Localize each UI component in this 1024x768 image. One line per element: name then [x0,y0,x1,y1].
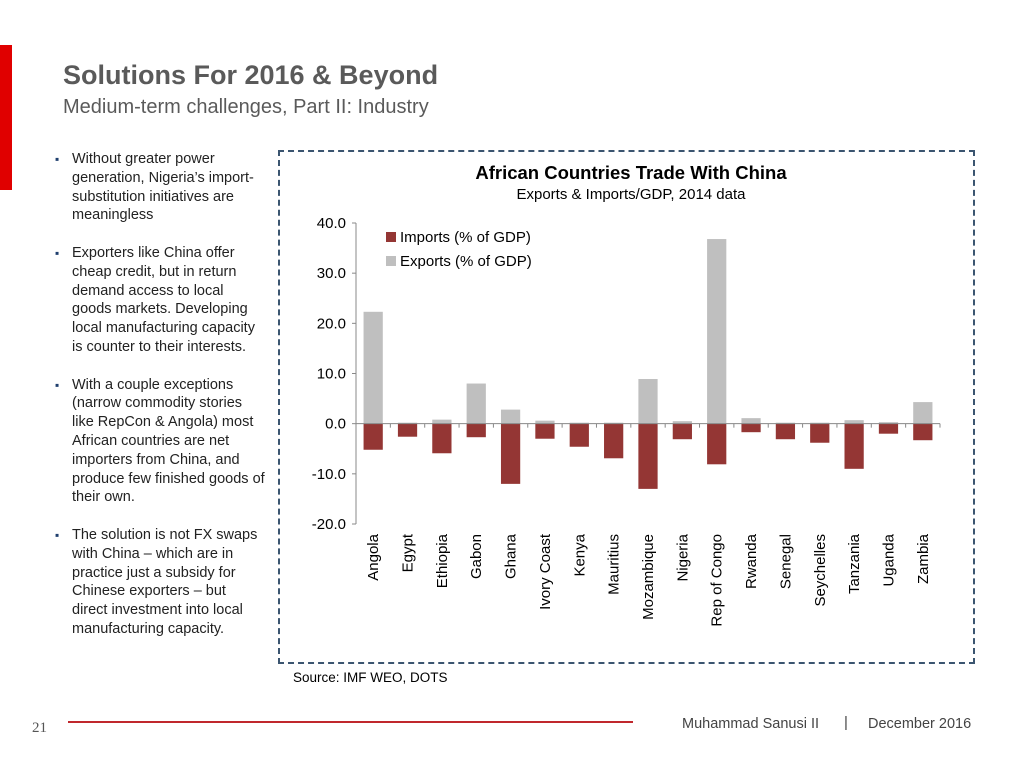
bullet-item: With a couple exceptions (narrow commodi… [55,376,265,508]
imports-bar [466,423,486,438]
exports-bar [397,422,418,424]
footer-date: December 2016 [868,716,972,732]
imports-bar [913,423,933,441]
exports-bar [569,422,589,424]
x-tick-label: Zambia [915,533,932,584]
chart-source: Source: IMF WEO, DOTS [293,670,448,685]
exports-bar [638,379,658,424]
x-tick-label: Rwanda [743,533,760,589]
exports-bar [432,419,452,424]
imports-bar [363,423,383,450]
x-tick-label: Uganda [880,533,897,586]
imports-bar [707,423,727,465]
trade-bar-chart: -20.0 -10.0 0.0 10.0 20.0 30.0 40.0 Angola Egypt… [312,215,941,627]
red-accent-bar [0,45,12,190]
imports-bar [638,423,658,489]
x-tick-label: Egypt [400,533,417,572]
imports-bar [878,423,899,434]
imports-bar [844,423,864,469]
chart-subtitle: Exports & Imports/GDP, 2014 data [516,186,746,203]
y-tick-label: 0.0 [325,416,346,433]
bullet-item: The solution is not FX swaps with China … [55,526,265,639]
exports-bar [535,420,555,424]
exports-bar [878,422,899,424]
x-tick-label: Ivory Coast [537,533,554,610]
legend-swatch [386,232,396,242]
x-tick-label: Gabon [468,534,485,579]
footer-separator: | [844,714,848,731]
chart-title: African Countries Trade With China [475,162,787,183]
imports-bar [775,423,796,440]
bullet-item: Exporters like China offer cheap credit,… [55,244,265,357]
y-tick-label: 40.0 [317,215,346,232]
exports-bar [672,421,692,424]
exports-bar [775,422,796,424]
x-tick-label: Senegal [777,534,794,589]
imports-bar [397,423,418,437]
slide-subtitle: Medium-term challenges, Part II: Industr… [63,96,429,118]
x-tick-label: Kenya [571,533,588,576]
footer-author: Muhammad Sanusi II [682,716,820,732]
y-tick-label: 10.0 [317,366,346,383]
footer-divider [68,721,633,723]
legend-swatch [386,256,396,266]
exports-bar [913,402,933,424]
x-tick-label: Angola [365,533,382,580]
x-tick-label: Mauritius [606,534,623,595]
x-tick-label: Nigeria [674,533,691,581]
y-tick-label: 20.0 [317,315,346,332]
imports-bar [500,423,521,484]
chart-frame [278,150,975,664]
imports-bar [535,423,555,439]
exports-bar [810,422,830,424]
exports-bar [500,409,521,424]
x-tick-label: Rep of Congo [709,534,726,627]
exports-bar [741,418,761,424]
y-tick-label: -20.0 [312,516,346,533]
y-tick-label: 30.0 [317,265,346,282]
imports-bar [672,423,692,440]
exports-bar [466,383,486,424]
exports-bar [707,239,727,424]
x-tick-label: Ghana [503,533,520,579]
imports-bar [432,423,452,454]
x-tick-label: Seychelles [812,534,829,607]
legend-label: Imports (% of GDP) [400,229,531,246]
y-tick-label: -10.0 [312,466,346,483]
imports-bar [604,423,624,459]
x-tick-label: Ethiopia [434,533,451,588]
exports-bar [844,420,864,424]
bullet-list: Without greater power generation, Nigeri… [55,150,265,658]
page-number: 21 [32,720,47,736]
bullet-item: Without greater power generation, Nigeri… [55,150,265,225]
legend-label: Exports (% of GDP) [400,253,532,270]
imports-bar [810,423,830,443]
imports-bar [741,423,761,433]
imports-bar [569,423,589,447]
x-tick-label: Tanzania [846,533,863,594]
slide-title: Solutions For 2016 & Beyond [63,60,439,90]
exports-bar [363,311,383,424]
x-tick-label: Mozambique [640,534,657,620]
exports-bar [604,422,624,424]
